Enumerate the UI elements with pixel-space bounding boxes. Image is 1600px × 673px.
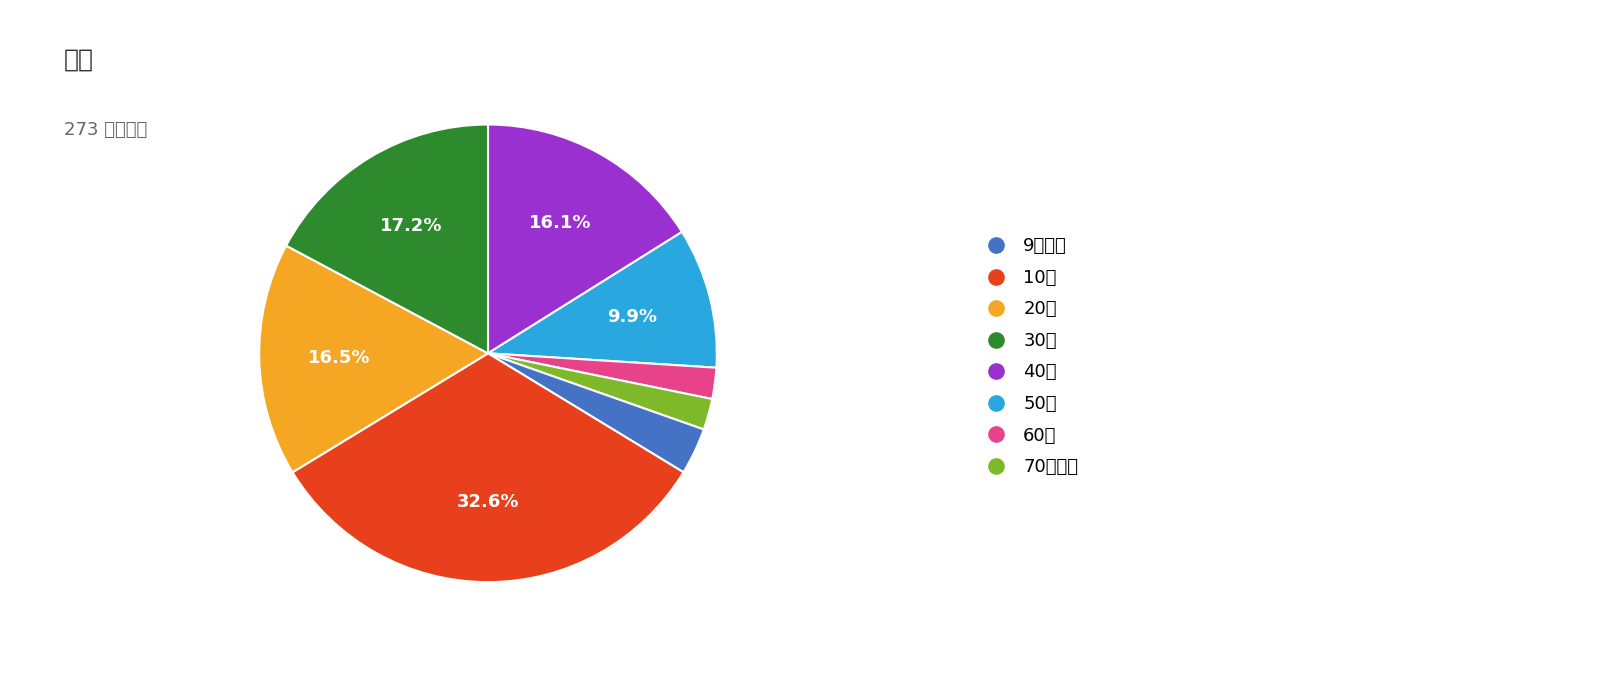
Wedge shape	[259, 246, 488, 472]
Text: 273 件の回答: 273 件の回答	[64, 121, 147, 139]
Wedge shape	[488, 353, 704, 472]
Wedge shape	[293, 353, 683, 582]
Text: 17.2%: 17.2%	[381, 217, 443, 235]
Text: 年齢: 年齢	[64, 47, 94, 71]
Wedge shape	[286, 125, 488, 353]
Wedge shape	[488, 232, 717, 367]
Text: 16.5%: 16.5%	[309, 349, 371, 367]
Wedge shape	[488, 353, 712, 429]
Text: 9.9%: 9.9%	[606, 308, 658, 326]
Wedge shape	[488, 353, 717, 399]
Wedge shape	[488, 125, 682, 353]
Text: 16.1%: 16.1%	[530, 214, 592, 232]
Text: 32.6%: 32.6%	[456, 493, 520, 511]
Legend: 9歳以下, 10代, 20代, 30代, 40代, 50代, 60代, 70代以上: 9歳以下, 10代, 20代, 30代, 40代, 50代, 60代, 70代以…	[970, 228, 1088, 485]
